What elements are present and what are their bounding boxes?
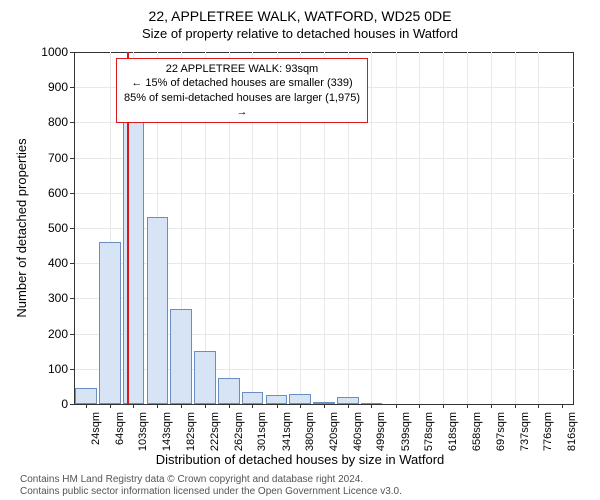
y-tick-mark [70, 263, 74, 264]
x-tick-label: 341sqm [281, 412, 293, 451]
histogram-bar [123, 119, 144, 404]
x-tick-label: 64sqm [114, 412, 126, 445]
x-tick-mark [562, 404, 563, 408]
x-axis-label: Distribution of detached houses by size … [0, 452, 600, 467]
chart-title-main: 22, APPLETREE WALK, WATFORD, WD25 0DE [0, 8, 600, 24]
x-tick-label: 182sqm [185, 412, 197, 451]
y-tick-mark [70, 158, 74, 159]
histogram-bar [337, 397, 358, 404]
y-tick-label: 200 [8, 327, 68, 341]
x-tick-label: 618sqm [447, 412, 459, 451]
y-tick-label: 100 [8, 362, 68, 376]
x-tick-mark [157, 404, 158, 408]
annotation-callout: 22 APPLETREE WALK: 93sqm← 15% of detache… [116, 58, 368, 123]
x-tick-label: 539sqm [400, 412, 412, 451]
histogram-bar [170, 309, 191, 404]
annotation-line: ← 15% of detached houses are smaller (33… [123, 76, 361, 90]
y-tick-label: 900 [8, 80, 68, 94]
annotation-line: 85% of semi-detached houses are larger (… [123, 91, 361, 120]
y-tick-mark [70, 369, 74, 370]
y-tick-mark [70, 193, 74, 194]
x-tick-mark [443, 404, 444, 408]
grid-line-v [443, 52, 444, 404]
x-tick-mark [515, 404, 516, 408]
grid-line-v [538, 52, 539, 404]
x-tick-mark [396, 404, 397, 408]
grid-line-v [467, 52, 468, 404]
y-tick-label: 1000 [8, 45, 68, 59]
y-tick-mark [70, 334, 74, 335]
x-tick-mark [205, 404, 206, 408]
x-tick-label: 816sqm [566, 412, 578, 451]
x-tick-mark [277, 404, 278, 408]
y-tick-label: 0 [8, 397, 68, 411]
footer-line-1: Contains HM Land Registry data © Crown c… [20, 474, 402, 486]
grid-line-v [515, 52, 516, 404]
x-tick-label: 658sqm [471, 412, 483, 451]
x-tick-label: 222sqm [209, 412, 221, 451]
x-tick-mark [110, 404, 111, 408]
x-tick-mark [86, 404, 87, 408]
x-tick-mark [300, 404, 301, 408]
x-tick-label: 776sqm [542, 412, 554, 451]
x-tick-label: 262sqm [233, 412, 245, 451]
x-tick-mark [371, 404, 372, 408]
x-tick-mark [467, 404, 468, 408]
y-tick-mark [70, 404, 74, 405]
chart-title-sub: Size of property relative to detached ho… [0, 26, 600, 41]
x-tick-label: 420sqm [328, 412, 340, 451]
x-tick-mark [133, 404, 134, 408]
histogram-bar [147, 217, 168, 404]
histogram-bar [289, 394, 310, 404]
x-tick-mark [348, 404, 349, 408]
y-tick-label: 800 [8, 115, 68, 129]
grid-line-v [396, 52, 397, 404]
x-tick-mark [229, 404, 230, 408]
x-tick-mark [538, 404, 539, 408]
y-axis-label: Number of detached properties [14, 138, 29, 317]
x-tick-mark [324, 404, 325, 408]
x-tick-mark [491, 404, 492, 408]
x-tick-label: 697sqm [495, 412, 507, 451]
grid-line-v [419, 52, 420, 404]
x-tick-label: 301sqm [256, 412, 268, 451]
x-tick-mark [252, 404, 253, 408]
grid-line-v [491, 52, 492, 404]
histogram-bar [194, 351, 215, 404]
y-tick-mark [70, 298, 74, 299]
x-tick-label: 24sqm [90, 412, 102, 445]
histogram-bar [242, 392, 263, 404]
histogram-bar [218, 378, 239, 404]
y-axis-line [74, 52, 75, 404]
x-tick-label: 499sqm [375, 412, 387, 451]
x-tick-mark [419, 404, 420, 408]
attribution-footer: Contains HM Land Registry data © Crown c… [20, 474, 402, 498]
histogram-bar [266, 395, 287, 404]
x-tick-label: 380sqm [304, 412, 316, 451]
y-tick-mark [70, 52, 74, 53]
x-tick-label: 460sqm [352, 412, 364, 451]
histogram-bar [75, 388, 96, 404]
x-tick-label: 578sqm [423, 412, 435, 451]
y-tick-mark [70, 228, 74, 229]
x-tick-label: 103sqm [137, 412, 149, 451]
histogram-chart: 22, APPLETREE WALK, WATFORD, WD25 0DE Si… [0, 0, 600, 500]
y-tick-mark [70, 122, 74, 123]
x-tick-label: 143sqm [161, 412, 173, 451]
grid-line-v [371, 52, 372, 404]
histogram-bar [99, 242, 120, 404]
annotation-line: 22 APPLETREE WALK: 93sqm [123, 62, 361, 76]
x-tick-label: 737sqm [519, 412, 531, 451]
y-tick-mark [70, 87, 74, 88]
footer-line-2: Contains public sector information licen… [20, 486, 402, 498]
x-tick-mark [181, 404, 182, 408]
